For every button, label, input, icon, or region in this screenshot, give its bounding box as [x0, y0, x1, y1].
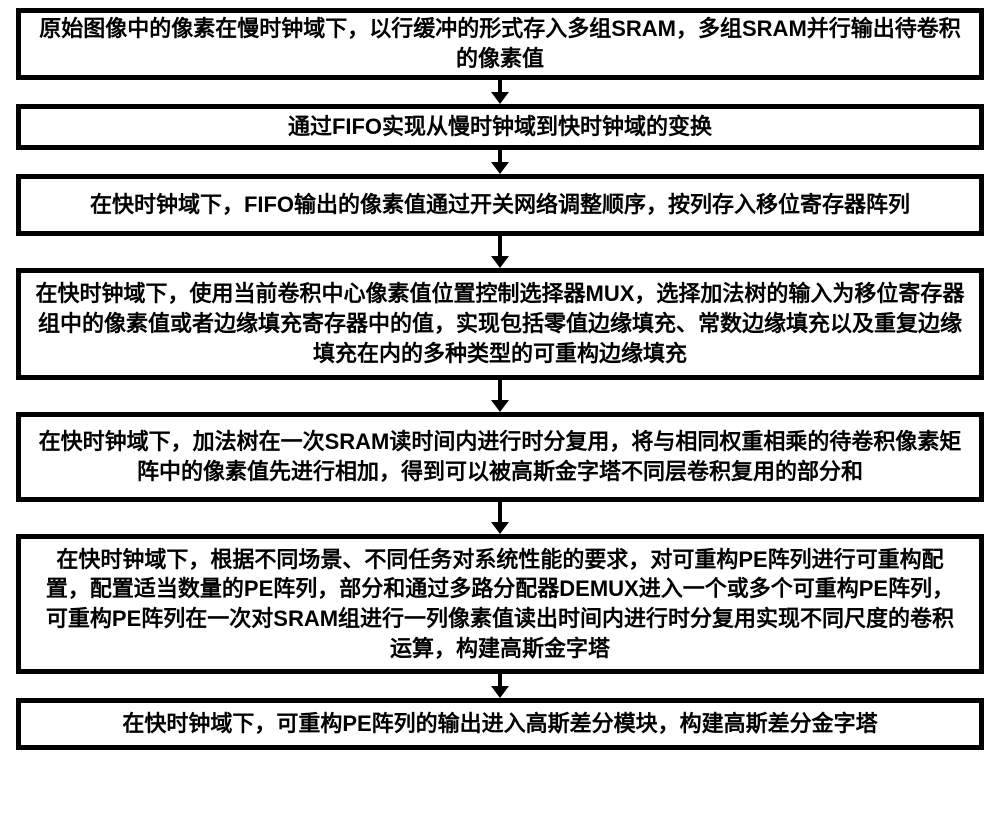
arrow-6-7	[491, 674, 509, 698]
flow-step-4-text: 在快时钟域下，使用当前卷积中心像素值位置控制选择器MUX，选择加法树的输入为移位…	[35, 279, 965, 368]
flow-step-4: 在快时钟域下，使用当前卷积中心像素值位置控制选择器MUX，选择加法树的输入为移位…	[16, 268, 984, 380]
arrow-5-6	[491, 502, 509, 534]
flow-step-1-text: 原始图像中的像素在慢时钟域下，以行缓冲的形式存入多组SRAM，多组SRAM并行输…	[35, 14, 965, 73]
arrow-3-4	[491, 236, 509, 268]
flow-step-7: 在快时钟域下，可重构PE阵列的输出进入高斯差分模块，构建高斯差分金字塔	[16, 698, 984, 750]
flow-step-3: 在快时钟域下，FIFO输出的像素值通过开关网络调整顺序，按列存入移位寄存器阵列	[16, 174, 984, 236]
flow-step-1: 原始图像中的像素在慢时钟域下，以行缓冲的形式存入多组SRAM，多组SRAM并行输…	[16, 8, 984, 80]
flow-step-3-text: 在快时钟域下，FIFO输出的像素值通过开关网络调整顺序，按列存入移位寄存器阵列	[90, 190, 910, 220]
arrow-1-2	[491, 80, 509, 104]
flow-step-2: 通过FIFO实现从慢时钟域到快时钟域的变换	[16, 104, 984, 150]
flow-step-5: 在快时钟域下，加法树在一次SRAM读时间内进行时分复用，将与相同权重相乘的待卷积…	[16, 412, 984, 502]
flow-step-7-text: 在快时钟域下，可重构PE阵列的输出进入高斯差分模块，构建高斯差分金字塔	[122, 709, 877, 739]
flow-step-5-text: 在快时钟域下，加法树在一次SRAM读时间内进行时分复用，将与相同权重相乘的待卷积…	[35, 427, 965, 486]
arrow-4-5	[491, 380, 509, 412]
flow-step-2-text: 通过FIFO实现从慢时钟域到快时钟域的变换	[288, 112, 712, 142]
flow-step-6-text: 在快时钟域下，根据不同场景、不同任务对系统性能的要求，对可重构PE阵列进行可重构…	[35, 545, 965, 664]
flow-step-6: 在快时钟域下，根据不同场景、不同任务对系统性能的要求，对可重构PE阵列进行可重构…	[16, 534, 984, 674]
arrow-2-3	[491, 150, 509, 174]
